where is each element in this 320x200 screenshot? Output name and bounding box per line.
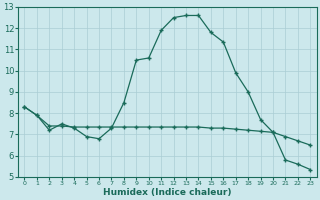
X-axis label: Humidex (Indice chaleur): Humidex (Indice chaleur) [103, 188, 232, 197]
